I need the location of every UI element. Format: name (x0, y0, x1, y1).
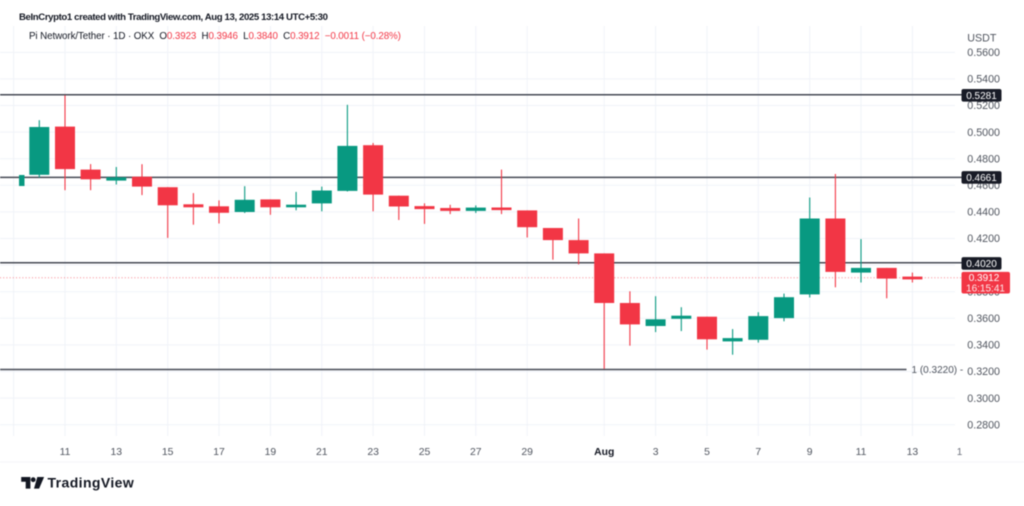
svg-text:0.4400: 0.4400 (967, 207, 1000, 219)
svg-text:0.5000: 0.5000 (967, 127, 1000, 139)
svg-text:15: 15 (162, 447, 174, 458)
svg-text:5: 5 (704, 447, 710, 458)
svg-text:0.4200: 0.4200 (967, 233, 1000, 245)
svg-text:13: 13 (111, 447, 123, 458)
svg-text:0.3200: 0.3200 (967, 366, 1000, 378)
svg-text:21: 21 (316, 447, 328, 458)
svg-text:0.3600: 0.3600 (967, 313, 1000, 325)
svg-text:0.4800: 0.4800 (967, 153, 1000, 165)
svg-text:3: 3 (653, 447, 659, 458)
svg-text:23: 23 (367, 447, 379, 458)
svg-text:13: 13 (907, 447, 919, 458)
svg-text:29: 29 (521, 447, 533, 458)
svg-text:0.5600: 0.5600 (967, 47, 1000, 59)
svg-text:25: 25 (419, 447, 431, 458)
svg-text:TradingView: TradingView (48, 475, 135, 491)
svg-text:0.3912: 0.3912 (969, 273, 1000, 284)
svg-text:9: 9 (807, 447, 813, 458)
svg-text:Aug: Aug (594, 447, 614, 458)
svg-text:0.5281: 0.5281 (966, 91, 997, 102)
svg-text:1 (0.3220) -: 1 (0.3220) - (912, 365, 964, 376)
svg-text:19: 19 (265, 447, 277, 458)
svg-text:1: 1 (957, 447, 963, 458)
svg-text:0.5400: 0.5400 (967, 74, 1000, 86)
svg-text:27: 27 (470, 447, 482, 458)
svg-text:0.3400: 0.3400 (967, 340, 1000, 352)
svg-text:11: 11 (60, 447, 71, 458)
svg-text:0.4661: 0.4661 (966, 173, 997, 184)
svg-text:11: 11 (856, 447, 867, 458)
svg-text:16:15:41: 16:15:41 (966, 284, 1005, 295)
svg-text:0.3000: 0.3000 (967, 393, 1000, 405)
svg-text:17: 17 (213, 447, 225, 458)
svg-text:0.5200: 0.5200 (967, 100, 1000, 112)
svg-text:0.2800: 0.2800 (967, 419, 1000, 431)
svg-text:USDT: USDT (967, 33, 997, 45)
svg-text:0.4020: 0.4020 (966, 259, 997, 270)
svg-text:7: 7 (755, 447, 761, 458)
